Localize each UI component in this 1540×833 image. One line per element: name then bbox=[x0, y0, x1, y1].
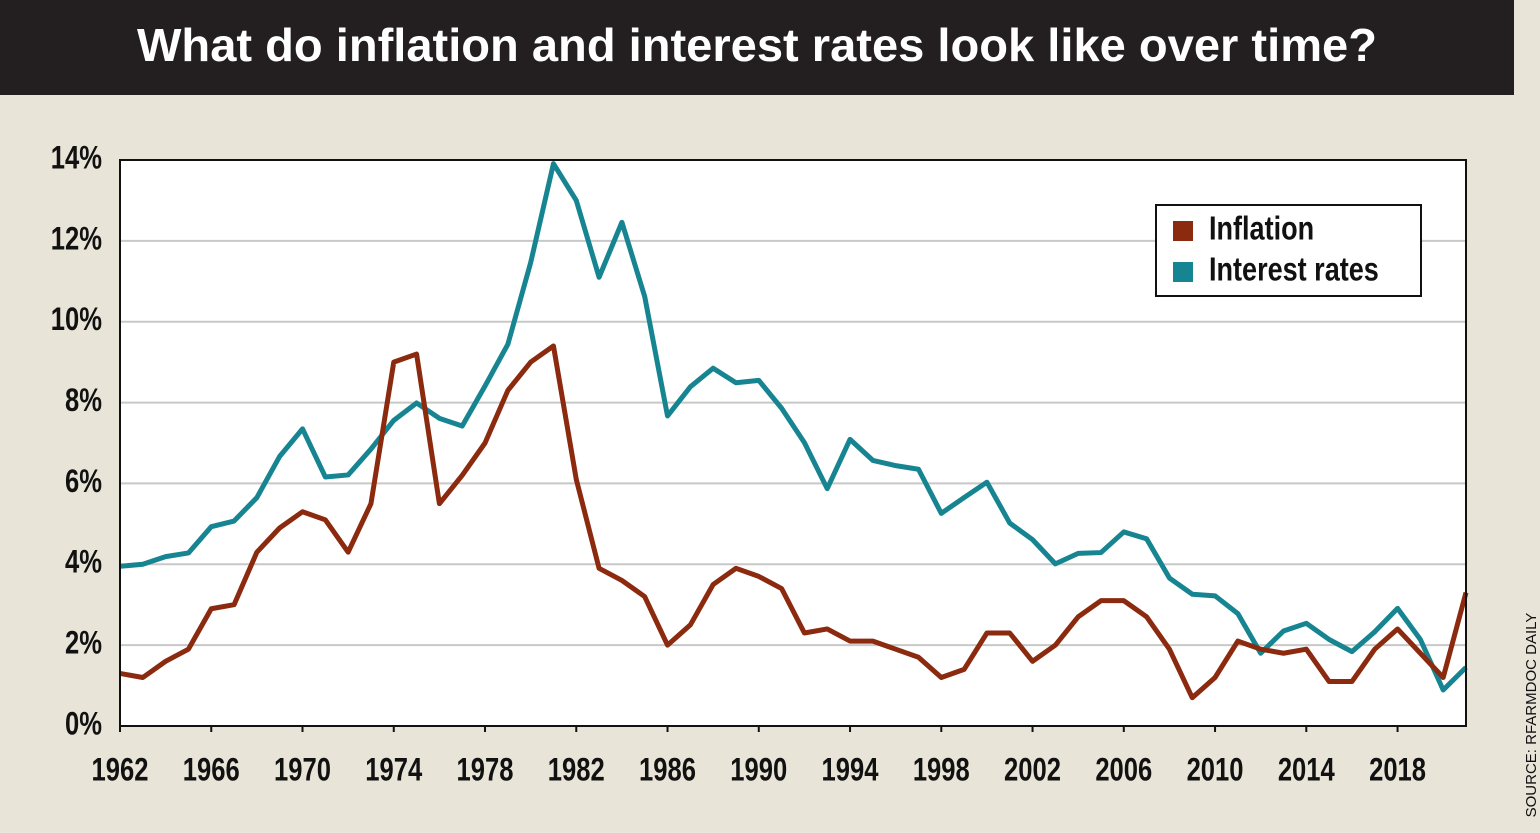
x-tick-label: 1966 bbox=[183, 753, 240, 788]
legend-label: Interest rates bbox=[1209, 252, 1379, 288]
y-tick-label: 14% bbox=[51, 141, 102, 176]
y-tick-label: 2% bbox=[65, 626, 102, 661]
x-tick-label: 1994 bbox=[822, 753, 879, 788]
y-tick-label: 6% bbox=[65, 464, 102, 499]
x-tick-label: 2006 bbox=[1095, 753, 1152, 788]
legend-box bbox=[1155, 204, 1422, 297]
x-tick-label: 2014 bbox=[1278, 753, 1335, 788]
source: SOURCE: RFARMDOC DAILY bbox=[1523, 613, 1540, 818]
y-tick-label: 10% bbox=[51, 303, 102, 338]
y-tick-label: 12% bbox=[51, 222, 102, 257]
legend-swatch bbox=[1173, 262, 1193, 282]
x-tick-label: 1986 bbox=[639, 753, 696, 788]
x-tick-label: 1990 bbox=[730, 753, 787, 788]
x-tick-label: 2018 bbox=[1369, 753, 1426, 788]
series-line bbox=[119, 161, 1468, 693]
x-tick-label: 1970 bbox=[274, 753, 331, 788]
x-tick-label: 2010 bbox=[1187, 753, 1244, 788]
x-tick-label: 1978 bbox=[457, 753, 514, 788]
y-tick-label: 4% bbox=[65, 545, 102, 580]
x-tick-label: 2002 bbox=[1004, 753, 1061, 788]
y-tick-label: 0% bbox=[65, 707, 102, 742]
legend-label: Inflation bbox=[1209, 211, 1314, 247]
x-tick-label: 1974 bbox=[365, 753, 422, 788]
y-tick-label: 8% bbox=[65, 383, 102, 418]
legend-swatch bbox=[1173, 221, 1193, 241]
chart-title: What do inflation and interest rates loo… bbox=[137, 19, 1377, 71]
series-line bbox=[119, 343, 1469, 701]
x-tick-label: 1982 bbox=[548, 753, 605, 788]
x-tick-label: 1998 bbox=[913, 753, 970, 788]
x-tick-label: 1962 bbox=[92, 753, 149, 788]
title-bar bbox=[0, 0, 1514, 95]
plot-border bbox=[119, 159, 1467, 727]
